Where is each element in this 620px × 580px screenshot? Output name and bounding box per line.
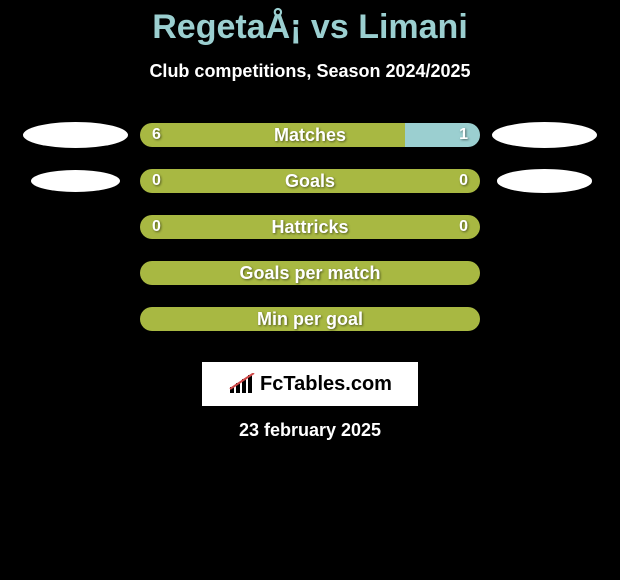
date-text: 23 february 2025	[0, 420, 620, 441]
stat-label: Matches	[140, 123, 480, 147]
stat-value-right: 0	[459, 215, 468, 239]
stat-value-left: 0	[152, 215, 161, 239]
stat-label: Goals per match	[140, 261, 480, 285]
left-ellipse-slot	[23, 122, 128, 148]
chart-icon	[228, 373, 256, 395]
stat-row: Min per goal	[0, 296, 620, 342]
stat-value-right: 0	[459, 169, 468, 193]
stat-row: Goals per match	[0, 250, 620, 296]
right-ellipse-slot	[492, 122, 597, 148]
subtitle: Club competitions, Season 2024/2025	[0, 61, 620, 82]
stat-row: Goals0 0	[0, 158, 620, 204]
stats-container: Matches61Goals00Hattricks00Goals per mat…	[0, 112, 620, 342]
right-ellipse-slot	[492, 260, 597, 286]
left-ellipse-icon	[31, 170, 120, 192]
stat-bar: Min per goal	[140, 307, 480, 331]
right-ellipse-icon	[492, 122, 597, 148]
right-ellipse-slot	[492, 306, 597, 332]
right-ellipse-icon	[497, 169, 592, 192]
stat-bar: Hattricks0 0	[140, 215, 480, 239]
stat-label: Goals	[140, 169, 480, 193]
left-ellipse-slot	[23, 260, 128, 286]
logo-box: FcTables.com	[202, 362, 418, 406]
stat-value-left: 0	[152, 169, 161, 193]
stat-label: Min per goal	[140, 307, 480, 331]
page-title: RegetaÅ¡ vs Limani	[0, 8, 620, 47]
right-ellipse-slot	[492, 214, 597, 240]
stat-row: Matches6 1	[0, 112, 620, 158]
stat-value-right: 1	[459, 123, 468, 147]
stat-value-left: 6	[152, 123, 161, 147]
left-ellipse-icon	[23, 122, 128, 148]
left-ellipse-slot	[23, 214, 128, 240]
stat-row: Hattricks0 0	[0, 204, 620, 250]
logo-text: FcTables.com	[260, 373, 392, 396]
left-ellipse-slot	[23, 168, 128, 194]
right-ellipse-slot	[492, 168, 597, 194]
stat-bar: Goals per match	[140, 261, 480, 285]
stat-bar: Matches6 1	[140, 123, 480, 147]
logo-inner: FcTables.com	[228, 373, 392, 396]
left-ellipse-slot	[23, 306, 128, 332]
stat-label: Hattricks	[140, 215, 480, 239]
stat-bar: Goals0 0	[140, 169, 480, 193]
